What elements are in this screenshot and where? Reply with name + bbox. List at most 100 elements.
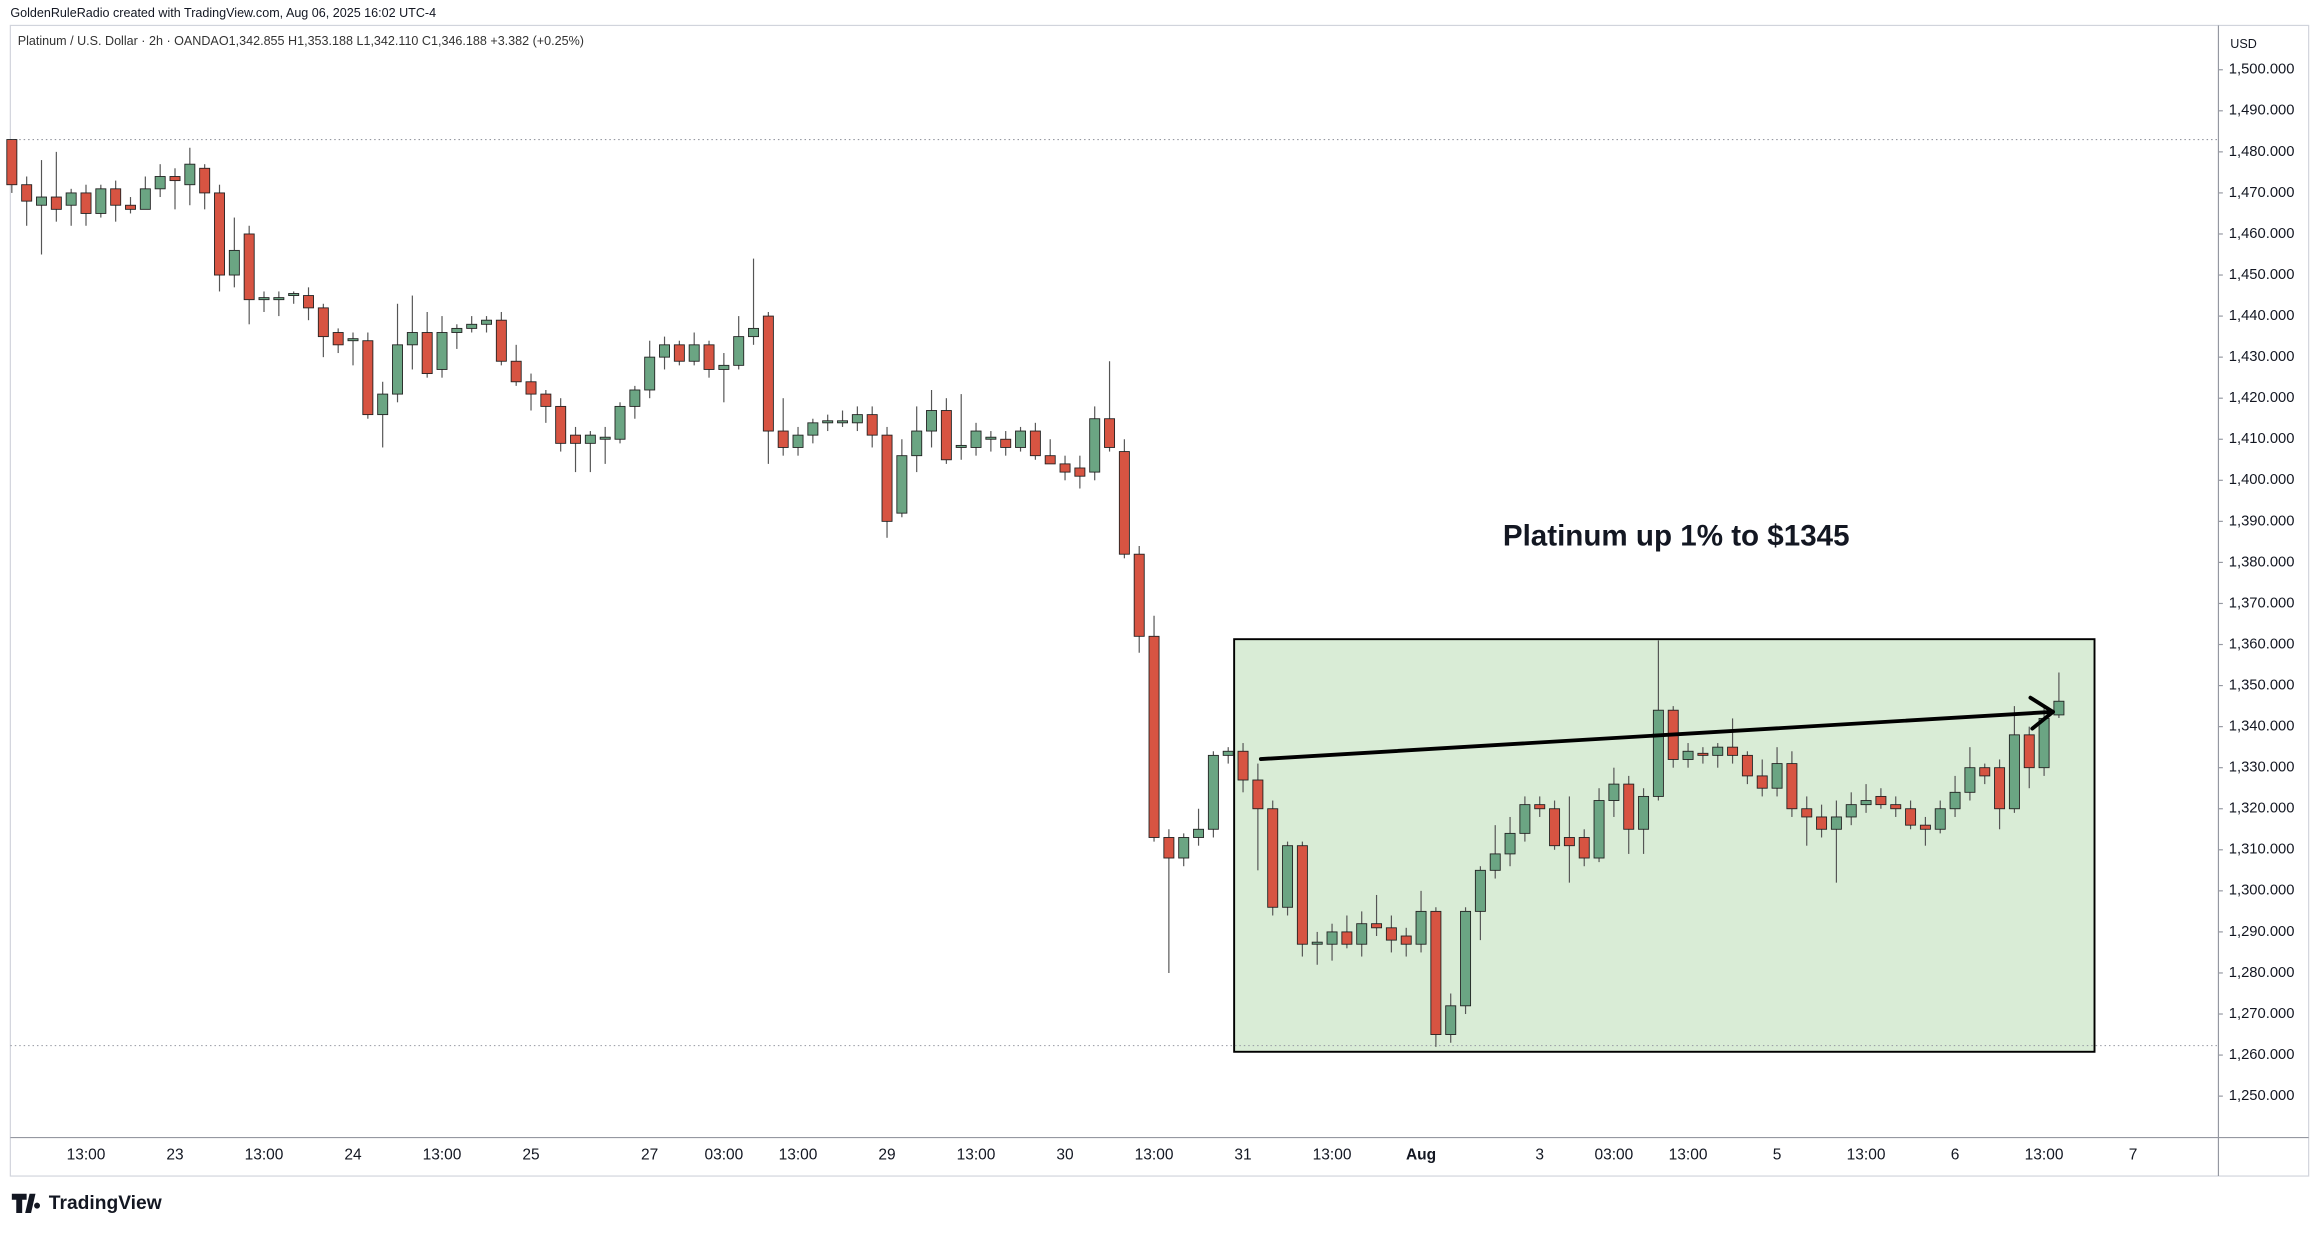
y-tick-label: 1,270.000 xyxy=(2229,1006,2295,1022)
candle-body xyxy=(940,410,952,461)
candle-body xyxy=(347,338,359,342)
candle-body xyxy=(1727,746,1739,756)
candle-body xyxy=(6,139,18,186)
y-tick-label: 1,470.000 xyxy=(2229,185,2295,201)
candle-body xyxy=(362,340,374,416)
y-tick-label: 1,430.000 xyxy=(2229,349,2295,365)
candle-body xyxy=(584,434,596,444)
brand-logo: TradingView xyxy=(11,1193,162,1214)
x-tick-label: 27 xyxy=(641,1146,658,1163)
candle-body xyxy=(1059,463,1071,473)
candle-body xyxy=(599,436,611,440)
trend-arrow xyxy=(1258,695,2055,761)
candle-body xyxy=(1400,935,1412,945)
candle-body xyxy=(1875,795,1887,806)
candle-body xyxy=(258,297,270,301)
candle-body xyxy=(1133,553,1145,637)
x-tick-label: 13:00 xyxy=(245,1146,284,1163)
candle-body xyxy=(95,188,107,214)
y-tick-label: 1,420.000 xyxy=(2229,390,2295,406)
candle-body xyxy=(2038,717,2050,769)
y-tick-label: 1,490.000 xyxy=(2229,103,2295,119)
candle-body xyxy=(1000,438,1012,448)
x-tick-label: 13:00 xyxy=(67,1146,106,1163)
candle-body xyxy=(1860,800,1872,806)
candle-body xyxy=(1905,808,1917,826)
candle-body xyxy=(436,332,448,370)
candle-body xyxy=(36,196,47,206)
candle-body xyxy=(1786,763,1798,810)
candle-body xyxy=(406,332,418,346)
candle-body xyxy=(1118,451,1130,555)
candle-body xyxy=(1193,828,1205,838)
candle-body xyxy=(273,297,285,301)
candle-body xyxy=(570,434,581,444)
candle-body xyxy=(1430,910,1442,1035)
candle-body xyxy=(332,332,344,346)
candle-body xyxy=(1994,767,2006,810)
candle-body xyxy=(688,344,700,362)
candle-body xyxy=(1756,775,1768,789)
x-tick-label: 13:00 xyxy=(2025,1146,2064,1163)
candle-body xyxy=(303,295,314,309)
candle-body xyxy=(1282,845,1294,908)
candle-body xyxy=(1919,824,1931,830)
candle-body xyxy=(1326,931,1338,945)
arrow-head xyxy=(2028,695,2055,731)
candle-body xyxy=(1830,816,1842,830)
y-tick-label: 1,390.000 xyxy=(2229,513,2295,529)
y-tick-label: 1,450.000 xyxy=(2229,267,2295,283)
candle-body xyxy=(243,233,255,301)
candle-body xyxy=(926,410,938,432)
candle-body xyxy=(1474,869,1486,912)
candle-body xyxy=(525,381,537,395)
candle-body xyxy=(1460,910,1472,1007)
candle-body xyxy=(1311,941,1323,945)
candle-body xyxy=(1682,750,1694,760)
y-tick-label: 1,410.000 xyxy=(2229,431,2295,447)
candle-body xyxy=(1593,800,1605,859)
candle-body xyxy=(377,393,389,416)
x-tick-label: 7 xyxy=(2129,1146,2138,1163)
ohlc-summary: O1,342.855 H1,353.188 L1,342.110 C1,346.… xyxy=(219,34,584,48)
candle-body xyxy=(1578,837,1590,859)
candle-body xyxy=(1771,763,1783,789)
x-tick-label: 30 xyxy=(1056,1146,1074,1163)
candle-body xyxy=(703,344,715,370)
candle-body xyxy=(911,430,923,457)
candle-body xyxy=(1519,804,1531,834)
candle-body xyxy=(985,436,997,440)
y-tick-label: 1,330.000 xyxy=(2229,760,2295,776)
candle-body xyxy=(1652,709,1664,797)
x-tick-label: 13:00 xyxy=(1313,1146,1352,1163)
candle-body xyxy=(1638,795,1650,830)
candle-body xyxy=(1015,430,1027,448)
candle-body xyxy=(1207,754,1219,830)
candle-body xyxy=(1163,837,1175,859)
y-tick-label: 1,310.000 xyxy=(2229,842,2295,858)
candle-body xyxy=(169,176,181,182)
candle-body xyxy=(1504,832,1516,855)
candle-body xyxy=(1089,418,1101,473)
candle-body xyxy=(1964,767,1976,793)
candle-body xyxy=(1385,927,1397,941)
candle-body xyxy=(1044,455,1056,465)
y-tick-label: 1,290.000 xyxy=(2229,924,2295,940)
candle-body xyxy=(970,430,982,448)
candle-body xyxy=(65,192,77,206)
candle-body xyxy=(451,327,463,333)
candle-body xyxy=(1608,783,1620,801)
candle-body xyxy=(555,405,567,444)
candle-body xyxy=(80,192,92,214)
candle-body xyxy=(214,192,225,276)
candle-body xyxy=(777,430,789,448)
x-tick-label: 3 xyxy=(1535,1146,1544,1163)
candle-body xyxy=(1415,910,1427,945)
candle-body xyxy=(1148,635,1160,838)
currency: USD xyxy=(2230,37,2257,51)
candle-body xyxy=(288,293,300,297)
candle-body xyxy=(154,176,166,190)
candle-body xyxy=(2008,734,2020,810)
